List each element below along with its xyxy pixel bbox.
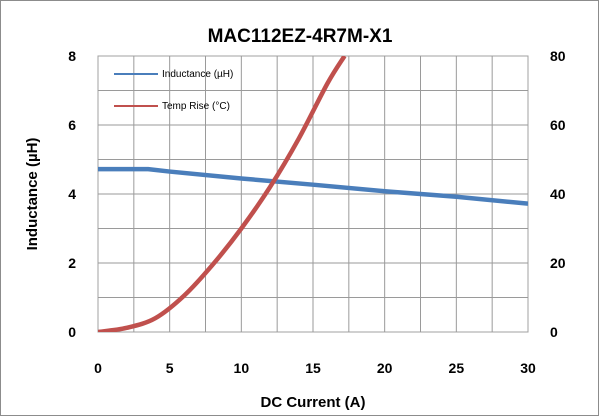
y-tick-label: 6 bbox=[68, 117, 76, 133]
y2-tick-label: 80 bbox=[550, 48, 566, 64]
x-tick-label: 10 bbox=[234, 360, 250, 376]
x-tick-label: 20 bbox=[377, 360, 393, 376]
x-tick-label: 5 bbox=[166, 360, 174, 376]
y2-tick-label: 60 bbox=[550, 117, 566, 133]
legend-label-inductance: Inductance (µH) bbox=[162, 69, 233, 80]
legend: Inductance (µH) Temp Rise (°C) bbox=[114, 69, 233, 112]
legend-label-temp-rise: Temp Rise (°C) bbox=[162, 101, 230, 112]
y-tick-label: 2 bbox=[68, 255, 76, 271]
y-tick-label: 4 bbox=[68, 186, 76, 202]
chart-title: MAC112EZ-4R7M-X1 bbox=[208, 26, 393, 47]
series-line-inductance bbox=[98, 166, 528, 206]
y2-tick-label: 40 bbox=[550, 186, 566, 202]
gridlines bbox=[98, 56, 528, 332]
y-tick-label: 8 bbox=[68, 48, 76, 64]
series-layer bbox=[98, 56, 528, 332]
x-tick-label: 0 bbox=[94, 360, 102, 376]
x-axis-title: DC Current (A) bbox=[261, 394, 366, 411]
y-axis-title: Inductance (µH) bbox=[24, 138, 41, 251]
y2-tick-label: 20 bbox=[550, 255, 566, 271]
y-tick-label: 0 bbox=[68, 324, 76, 340]
x-tick-label: 25 bbox=[449, 360, 465, 376]
x-tick-label: 30 bbox=[520, 360, 536, 376]
x-tick-label: 15 bbox=[305, 360, 321, 376]
series-line-temp-rise bbox=[98, 56, 347, 332]
y2-tick-label: 0 bbox=[550, 324, 558, 340]
